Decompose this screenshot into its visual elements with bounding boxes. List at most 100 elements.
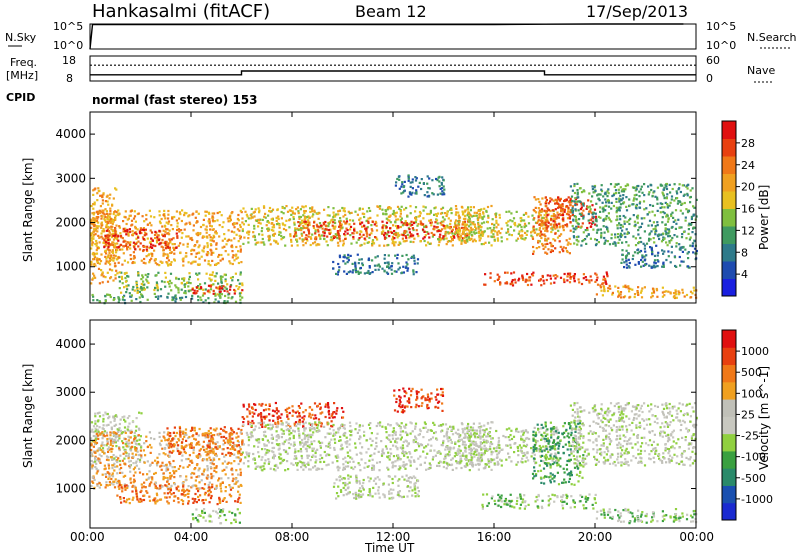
data-cell xyxy=(562,219,565,223)
data-cell xyxy=(237,435,240,438)
data-cell xyxy=(108,197,111,200)
data-cell xyxy=(129,464,132,467)
data-cell xyxy=(196,273,199,276)
data-cell xyxy=(481,217,484,221)
data-cell xyxy=(373,223,376,226)
data-cell xyxy=(614,244,617,247)
data-cell xyxy=(107,456,110,459)
data-cell xyxy=(188,275,191,278)
data-cell xyxy=(481,230,484,233)
data-cell xyxy=(100,274,103,277)
data-cell xyxy=(572,219,575,222)
data-cell xyxy=(93,218,96,221)
data-cell xyxy=(370,228,373,231)
data-cell xyxy=(156,487,159,490)
data-cell xyxy=(157,295,160,298)
data-cell xyxy=(424,234,427,237)
data-cell xyxy=(390,272,394,275)
data-cell xyxy=(154,459,157,462)
data-cell xyxy=(226,283,229,286)
data-cell xyxy=(218,477,221,480)
data-cell xyxy=(505,281,508,284)
data-cell xyxy=(577,235,580,238)
data-cell xyxy=(94,465,97,469)
data-cell xyxy=(198,244,201,247)
data-cell xyxy=(599,206,602,209)
data-cell xyxy=(220,490,223,493)
data-cell xyxy=(126,228,129,231)
data-cell xyxy=(210,447,213,450)
data-cell xyxy=(186,242,189,245)
data-cell xyxy=(124,210,127,213)
data-cell xyxy=(496,239,500,242)
data-cell xyxy=(363,242,366,245)
nsearch-tick-top: 10^5 xyxy=(706,20,736,33)
data-cell xyxy=(138,471,142,474)
data-cell xyxy=(118,427,121,430)
data-cell xyxy=(198,487,201,490)
data-cell xyxy=(132,285,135,289)
data-cell xyxy=(639,188,642,191)
data-cell xyxy=(541,216,544,219)
data-cell xyxy=(113,486,117,489)
data-cell xyxy=(135,464,138,467)
data-cell xyxy=(659,183,662,186)
data-cell xyxy=(668,241,671,244)
data-cell xyxy=(692,214,695,217)
data-cell xyxy=(402,240,405,243)
data-cell xyxy=(439,233,442,236)
data-cell xyxy=(181,482,184,485)
data-cell xyxy=(220,287,224,290)
data-cell xyxy=(207,453,210,456)
data-cell xyxy=(139,227,142,230)
data-cell xyxy=(108,415,111,418)
data-cell xyxy=(94,441,97,444)
data-cell xyxy=(227,238,230,242)
data-cell xyxy=(108,437,111,440)
data-cell xyxy=(338,256,342,259)
data-cell xyxy=(170,261,173,264)
data-cell xyxy=(195,484,198,488)
data-cell xyxy=(167,292,170,295)
data-cell xyxy=(563,279,566,282)
data-cell xyxy=(286,210,290,213)
data-cell xyxy=(98,282,101,285)
data-cell xyxy=(112,415,115,418)
data-cell xyxy=(549,274,552,277)
data-cell xyxy=(640,240,643,244)
data-cell xyxy=(182,279,186,282)
data-cell xyxy=(100,222,103,225)
data-cell xyxy=(123,299,126,302)
data-cell xyxy=(546,218,549,221)
data-cell xyxy=(123,415,126,418)
data-cell xyxy=(426,241,430,244)
data-cell xyxy=(384,210,388,213)
data-cell xyxy=(486,227,489,230)
data-cell xyxy=(159,487,162,490)
data-cell xyxy=(346,229,349,232)
data-cell xyxy=(306,216,309,219)
data-cell xyxy=(520,237,523,240)
data-cell xyxy=(655,287,658,291)
data-cell xyxy=(218,291,222,295)
data-cell xyxy=(122,296,125,299)
data-cell xyxy=(672,292,676,295)
data-cell xyxy=(489,227,492,230)
data-cell xyxy=(104,220,108,223)
data-cell xyxy=(604,278,607,281)
data-cell xyxy=(651,210,654,213)
data-cell xyxy=(187,436,190,440)
data-cell xyxy=(179,434,182,437)
data-cell xyxy=(428,212,431,216)
data-cell xyxy=(339,240,342,243)
data-cell xyxy=(259,222,262,225)
data-cell xyxy=(184,451,187,455)
data-cell xyxy=(92,481,95,484)
data-cell xyxy=(150,237,153,240)
data-cell xyxy=(599,286,602,289)
data-cell xyxy=(343,233,346,236)
data-cell xyxy=(610,233,613,236)
data-cell xyxy=(115,258,119,261)
data-cell xyxy=(114,245,117,248)
data-cell xyxy=(130,441,134,444)
